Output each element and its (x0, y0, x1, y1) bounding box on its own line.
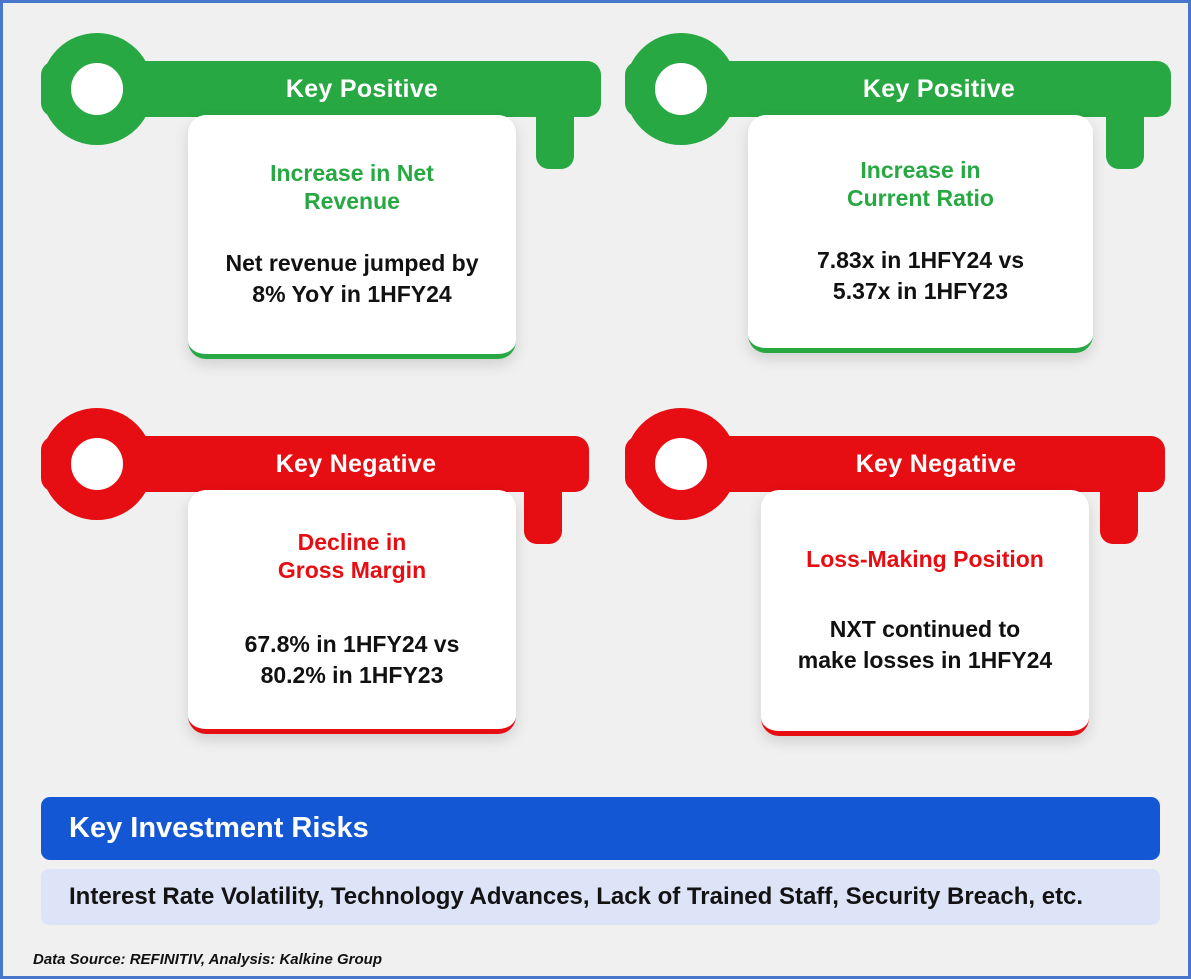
card-title: Decline in Gross Margin (277, 528, 427, 584)
card-title: Loss-Making Position (806, 546, 1044, 573)
key-ring-icon (625, 408, 737, 520)
key-header-label: Key Positive (285, 74, 439, 103)
risks-text: Interest Rate Volatility, Technology Adv… (69, 883, 1084, 910)
key-ring-icon (41, 33, 153, 145)
card-title: Increase in Current Ratio (847, 156, 994, 212)
key-card: Decline in Gross Margin 67.8% in 1HFY24 … (188, 490, 516, 734)
card-title: Increase in Net Revenue (270, 159, 434, 215)
card-body: NXT continued to make losses in 1HFY24 (797, 615, 1053, 673)
key-ring-icon (41, 408, 153, 520)
key-card: Loss-Making Position NXT continued to ma… (761, 490, 1089, 736)
card-body: 67.8% in 1HFY24 vs 80.2% in 1HFY23 (244, 631, 460, 689)
card-body: 7.83x in 1HFY24 vs 5.37x in 1HFY23 (816, 247, 1025, 305)
risks-text-bar: Interest Rate Volatility, Technology Adv… (41, 869, 1160, 925)
card-body: Net revenue jumped by 8% YoY in 1HFY24 (225, 250, 479, 308)
key-header-label: Key Negative (855, 449, 1017, 478)
key-positive-current-ratio: Key Positive Increase in Current Ratio 7… (625, 33, 1171, 373)
risks-banner: Key Investment Risks (41, 797, 1160, 860)
data-source-note: Data Source: REFINITIV, Analysis: Kalkin… (33, 951, 382, 968)
key-negative-gross-margin: Key Negative Decline in Gross Margin 67.… (41, 408, 589, 748)
key-ring-icon (625, 33, 737, 145)
key-positive-net-revenue: Key Positive Increase in Net Revenue Net… (41, 33, 601, 373)
key-card: Increase in Current Ratio 7.83x in 1HFY2… (748, 115, 1093, 353)
risks-banner-title: Key Investment Risks (69, 812, 369, 844)
key-header-label: Key Positive (862, 74, 1016, 103)
key-header-label: Key Negative (275, 449, 437, 478)
key-negative-loss-making: Key Negative Loss-Making Position NXT co… (625, 408, 1165, 748)
key-card: Increase in Net Revenue Net revenue jump… (188, 115, 516, 359)
